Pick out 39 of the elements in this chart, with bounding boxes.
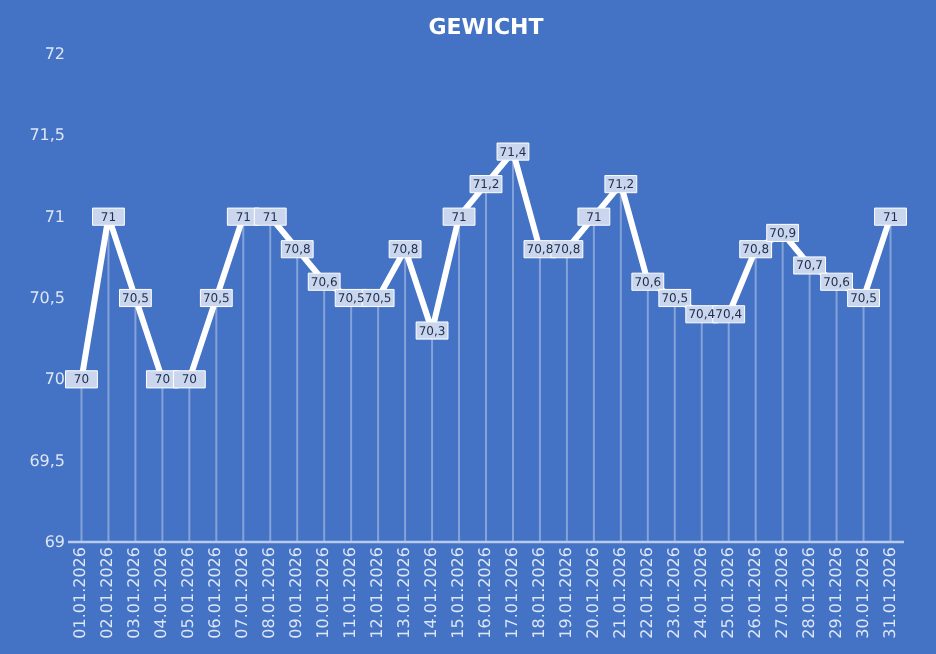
- x-tick-label: 28.01.2026: [799, 547, 818, 639]
- x-tick-label: 02.01.2026: [98, 547, 117, 639]
- x-tick-label: 09.01.2026: [287, 547, 306, 639]
- x-tick-label: 01.01.2026: [71, 547, 90, 639]
- x-tick-label: 27.01.2026: [772, 547, 791, 639]
- x-tick-label: 04.01.2026: [152, 547, 171, 639]
- x-tick-label: 07.01.2026: [233, 547, 252, 639]
- x-tick-label: 24.01.2026: [691, 547, 710, 639]
- chart-title: GEWICHT: [428, 14, 545, 40]
- x-tick-label: 05.01.2026: [179, 547, 198, 639]
- x-tick-label: 22.01.2026: [637, 547, 656, 639]
- x-tick-label: 25.01.2026: [718, 547, 737, 639]
- x-tick-label: 03.01.2026: [125, 547, 144, 639]
- y-tick-label: 69: [44, 533, 65, 551]
- x-tick-label: 11.01.2026: [341, 547, 360, 639]
- x-tick-label: 17.01.2026: [502, 547, 521, 639]
- y-tick-label: 70,5: [29, 289, 65, 307]
- x-tick-label: 06.01.2026: [206, 547, 225, 639]
- y-tick-label: 71,5: [29, 126, 65, 145]
- x-tick-label: 30.01.2026: [853, 547, 872, 639]
- x-tick-label: 10.01.2026: [314, 547, 333, 639]
- x-tick-label: 18.01.2026: [529, 547, 548, 639]
- x-tick-label: 31.01.2026: [880, 547, 899, 639]
- x-tick-label: 21.01.2026: [610, 547, 629, 639]
- x-tick-label: 16.01.2026: [476, 547, 494, 639]
- y-tick-label: 72: [44, 45, 65, 63]
- x-tick-label: 23.01.2026: [664, 547, 683, 639]
- x-tick-label: 08.01.2026: [260, 547, 279, 639]
- x-tick-label: 19.01.2026: [556, 547, 575, 639]
- y-tick-label: 70: [44, 370, 65, 389]
- x-tick-label: 13.01.2026: [395, 547, 414, 639]
- x-tick-label: 14.01.2026: [422, 547, 441, 639]
- y-tick-label: 71: [44, 207, 65, 226]
- x-tick-label: 26.01.2026: [745, 547, 764, 639]
- x-tick-label: 20.01.2026: [583, 547, 602, 639]
- x-tick-label: 12.01.2026: [368, 547, 387, 639]
- y-tick-label: 69,5: [29, 451, 65, 470]
- x-tick-label: 29.01.2026: [826, 547, 845, 639]
- x-tick-label: 15.01.2026: [449, 547, 468, 639]
